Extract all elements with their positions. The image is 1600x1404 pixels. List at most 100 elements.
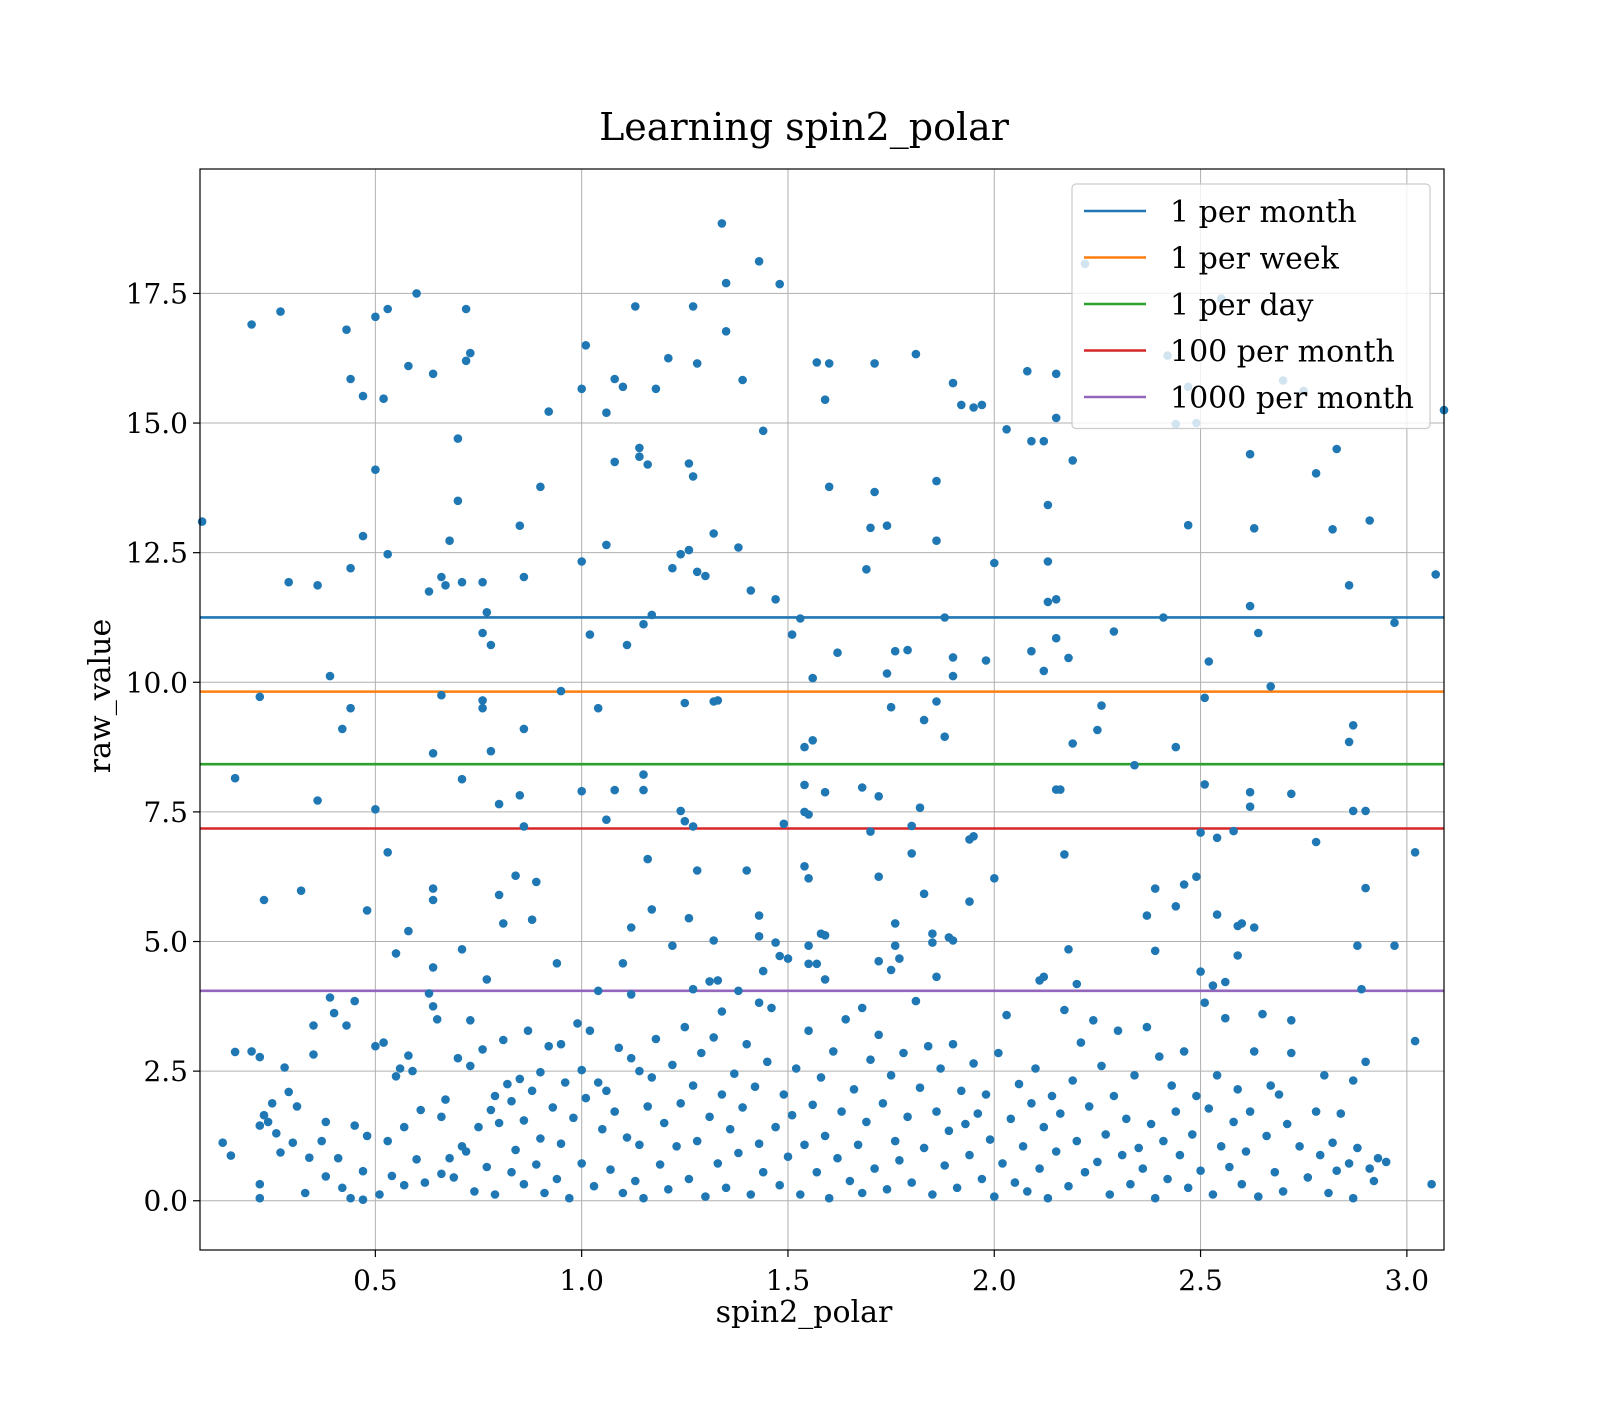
scatter-point [998,1159,1007,1168]
scatter-point [1344,737,1354,747]
scatter-point [758,426,768,436]
scatter-point [1274,1090,1284,1099]
scatter-point [692,567,702,577]
scatter-point [1237,919,1247,928]
scatter-point [816,1073,826,1082]
scatter-point [276,1148,285,1157]
scatter-point [1233,1085,1242,1094]
scatter-point [911,349,921,359]
scatter-point [577,1159,586,1168]
scatter-point [635,443,644,453]
scatter-point [478,696,487,705]
y-tick-label: 10.0 [126,666,188,699]
scatter-point [445,1153,454,1163]
scatter-point [837,1107,846,1116]
scatter-point [717,1090,727,1099]
scatter-point [668,563,677,573]
scatter-point [820,975,830,984]
scatter-point [461,304,471,314]
scatter-point [730,1069,739,1078]
scatter-point [1002,425,1011,434]
scatter-point [895,954,904,963]
scatter-point [639,785,648,795]
scatter-point [742,1039,751,1049]
scatter-point [824,1193,834,1203]
scatter-point [358,391,368,401]
scatter-point [1258,1009,1267,1019]
scatter-point [342,325,351,335]
scatter-point [536,482,545,492]
scatter-point [919,889,929,899]
scatter-point [478,703,487,713]
scatter-point [783,954,793,963]
scatter-point [635,1140,644,1150]
scatter-point [1122,1114,1131,1124]
scatter-point [333,1153,343,1163]
scatter-point [721,327,731,336]
scatter-point [1056,785,1065,794]
x-tick-label: 2.0 [972,1264,1017,1297]
scatter-point [767,1003,776,1013]
scatter-point [346,703,355,713]
scatter-point [494,1118,504,1128]
scatter-point [1266,682,1275,691]
scatter-point [1039,1122,1049,1132]
scatter-point [911,996,921,1006]
scatter-point [511,1145,520,1155]
scatter-point [895,1156,904,1165]
scatter-point [309,1050,318,1059]
scatter-point [1208,981,1218,990]
scatter-point [532,1160,541,1169]
scatter-point [1427,1179,1436,1189]
scatter-point [428,749,438,758]
scatter-point [453,1053,463,1063]
scatter-point [688,822,698,831]
scatter-point [932,536,941,545]
scatter-point [197,517,207,526]
scatter-point [379,394,388,404]
scatter-point [1266,1081,1275,1090]
scatter-point [457,945,467,954]
scatter-point [626,923,636,932]
scatter-point [272,1129,281,1138]
scatter-point [990,874,999,883]
scatter-point [977,400,987,410]
y-tick-label: 2.5 [143,1055,188,1088]
scatter-point [664,1185,673,1194]
scatter-point [490,1091,500,1101]
scatter-point [230,773,240,783]
scatter-point [1056,1109,1065,1118]
scatter-point [428,963,438,972]
scatter-point [1344,581,1354,590]
scatter-point [750,1082,760,1091]
scatter-point [635,1066,644,1076]
scatter-point [362,1131,372,1141]
scatter-point [321,1172,331,1181]
x-tick-label: 1.5 [766,1264,811,1297]
scatter-point [1010,1178,1020,1187]
scatter-point [717,219,727,228]
scatter-point [391,949,401,958]
scatter-point [325,671,335,681]
scatter-point [857,1188,867,1198]
scatter-point [1311,1107,1321,1116]
scatter-point [1171,902,1181,911]
scatter-point [890,919,900,928]
scatter-point [1348,721,1358,730]
scatter-point [923,1041,933,1051]
scatter-point [362,906,372,915]
scatter-point [1163,1174,1172,1184]
scatter-point [804,941,813,950]
scatter-point [313,796,322,805]
scatter-point [1365,516,1374,525]
scatter-point [399,1122,409,1132]
scatter-point [1245,787,1255,797]
scatter-point [1221,977,1230,987]
scatter-point [1130,1071,1139,1080]
scatter-point [449,1173,459,1182]
scatter-point [886,1071,896,1080]
scatter-point [1043,1193,1053,1203]
scatter-point [1295,1142,1304,1151]
scatter-point [1109,1091,1119,1101]
